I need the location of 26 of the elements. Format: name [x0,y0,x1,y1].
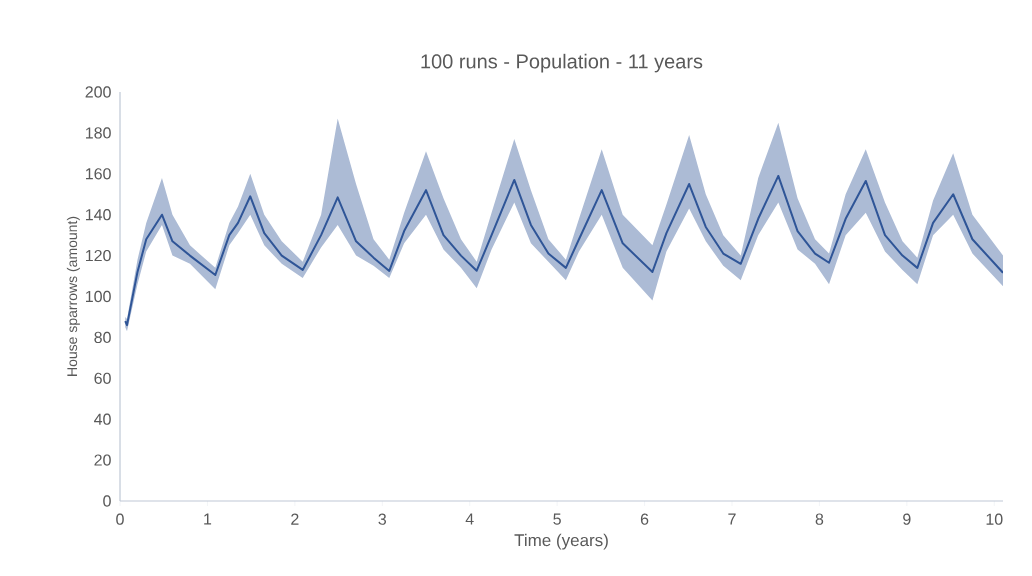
y-tick-label: 100 [86,290,111,303]
x-tick-label: 1 [204,513,212,525]
y-tick-label: 140 [86,209,111,221]
y-tick-label: 20 [94,454,111,466]
x-axis-title: Time (years) [514,533,608,550]
x-tick-label: 6 [640,513,649,525]
x-tick-label: 2 [291,513,299,525]
y-tick-label: 80 [94,331,111,344]
y-tick-label: 180 [86,127,111,139]
line-series [124,174,1004,327]
y-tick-label: 160 [86,168,111,180]
chart-title: 100 runs - Population - 11 years [421,53,703,73]
y-tick-label: 60 [94,372,111,384]
y-tick-label: 0 [103,495,111,507]
y-tick-label: 200 [85,86,111,98]
x-tick-label: 10 [986,513,1003,525]
y-tick-label: 120 [86,249,111,262]
x-tick-label: 3 [378,513,387,525]
x-tick-label: 0 [116,513,124,525]
x-tick-label: 7 [728,513,736,525]
x-tick-label: 5 [553,513,561,525]
x-tick-label: 9 [903,513,911,525]
x-tick-label: 4 [465,513,474,525]
x-tick-label: 8 [815,513,824,525]
y-tick-label: 40 [94,413,111,425]
y-axis-title: House sparrows (amount) [66,216,80,376]
